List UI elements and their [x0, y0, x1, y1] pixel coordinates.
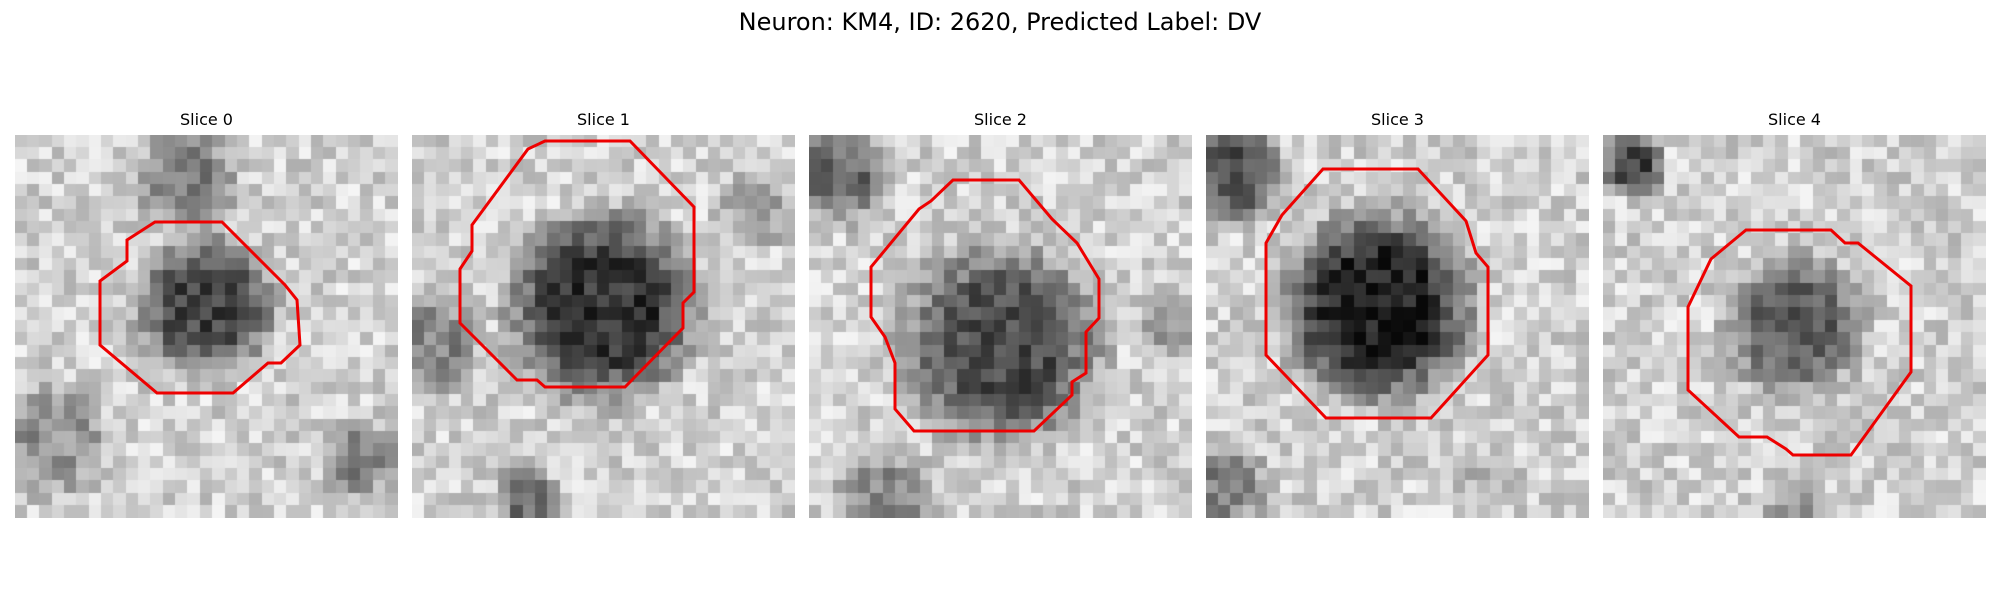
slice-title: Slice 3 — [1206, 110, 1589, 130]
slice-panel-1: Slice 1 — [412, 110, 795, 520]
microscopy-slice-image — [1206, 135, 1589, 518]
slice-title: Slice 4 — [1603, 110, 1986, 130]
slice-panel-2: Slice 2 — [809, 110, 1192, 520]
slice-title: Slice 1 — [412, 110, 795, 130]
microscopy-slice-image — [809, 135, 1192, 518]
microscopy-slice-image — [1603, 135, 1986, 518]
microscopy-slice-image — [412, 135, 795, 518]
figure-title: Neuron: KM4, ID: 2620, Predicted Label: … — [0, 6, 2000, 38]
slice-panel-0: Slice 0 — [15, 110, 398, 520]
slice-title: Slice 2 — [809, 110, 1192, 130]
slice-title: Slice 0 — [15, 110, 398, 130]
slice-panel-3: Slice 3 — [1206, 110, 1589, 520]
slice-panel-4: Slice 4 — [1603, 110, 1986, 520]
microscopy-slice-image — [15, 135, 398, 518]
